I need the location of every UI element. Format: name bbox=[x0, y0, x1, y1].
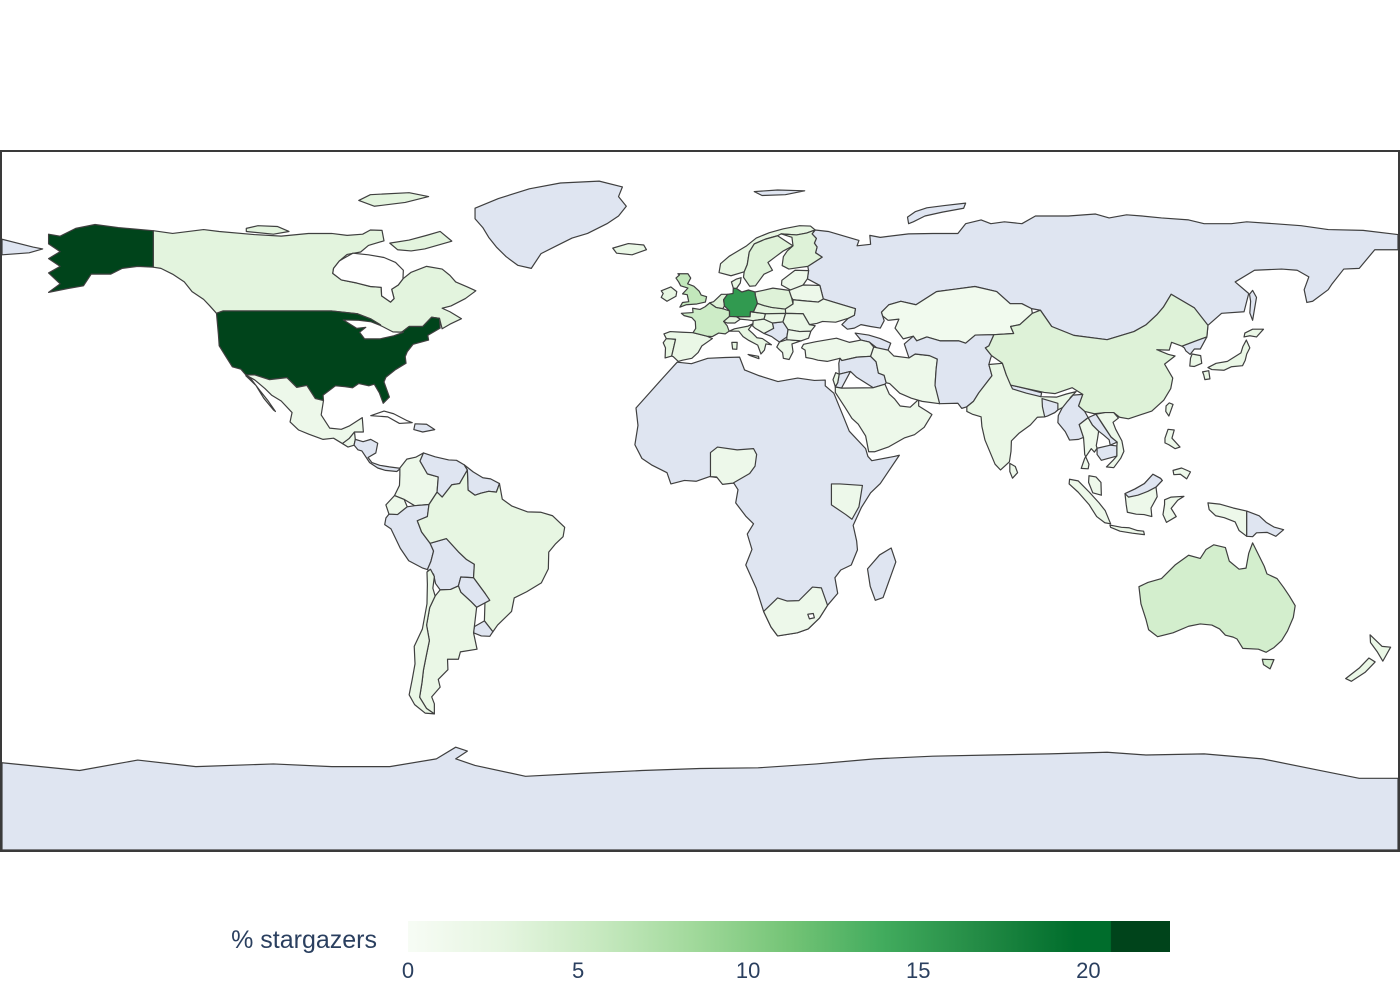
country-china[interactable] bbox=[985, 294, 1208, 419]
country-kenya[interactable] bbox=[831, 484, 862, 519]
country-indonesia[interactable] bbox=[1208, 503, 1247, 536]
country-mexico[interactable] bbox=[246, 375, 363, 444]
country-russia-mongolia[interactable] bbox=[807, 214, 1398, 340]
country-nigeria[interactable] bbox=[710, 447, 756, 484]
country-indonesia[interactable] bbox=[1110, 525, 1145, 535]
colorbar-tick-label: 0 bbox=[401, 958, 415, 983]
country-united-kingdom[interactable] bbox=[676, 274, 707, 307]
country-south-korea[interactable] bbox=[1190, 354, 1202, 366]
country-chukotka[interactable] bbox=[2, 239, 43, 255]
colorbar-tick-label: 5 bbox=[571, 958, 585, 983]
country-north-korea[interactable] bbox=[1182, 337, 1207, 354]
country-greenland[interactable] bbox=[475, 181, 626, 268]
country-canada[interactable] bbox=[246, 226, 289, 234]
country-papua-new-guinea[interactable] bbox=[1247, 511, 1284, 537]
country-russia-mongolia[interactable] bbox=[908, 203, 966, 224]
country-russia-mongolia[interactable] bbox=[1250, 290, 1257, 320]
country-hudson-bay bbox=[333, 253, 404, 302]
country-indonesia[interactable] bbox=[1163, 496, 1184, 522]
country-australia[interactable] bbox=[1262, 659, 1274, 669]
country-japan[interactable] bbox=[1208, 340, 1250, 370]
country-malaysia[interactable] bbox=[1089, 476, 1102, 495]
country-philippines[interactable] bbox=[1165, 429, 1180, 448]
colorbar-title: % stargazers bbox=[231, 926, 377, 954]
country-italy[interactable] bbox=[729, 324, 771, 354]
country-bangladesh[interactable] bbox=[1042, 399, 1058, 417]
country-japan[interactable] bbox=[1203, 371, 1210, 380]
country-sweden[interactable] bbox=[743, 236, 793, 286]
country-south-africa[interactable] bbox=[764, 587, 828, 636]
country-finland[interactable] bbox=[781, 230, 822, 269]
country-spain[interactable] bbox=[664, 332, 712, 362]
country-saudi-arabia[interactable] bbox=[835, 384, 932, 452]
country-canada[interactable] bbox=[390, 231, 452, 250]
country-myanmar[interactable] bbox=[1058, 394, 1088, 440]
country-cambodia[interactable] bbox=[1097, 445, 1117, 460]
world-map-svg[interactable] bbox=[2, 152, 1398, 850]
country-central-america[interactable] bbox=[354, 439, 401, 471]
country-svalbard[interactable] bbox=[754, 190, 804, 195]
country-brazil[interactable] bbox=[417, 470, 564, 632]
country-united-states[interactable] bbox=[49, 224, 154, 292]
colorbar-tick-label: 15 bbox=[906, 958, 931, 983]
country-italy[interactable] bbox=[732, 342, 737, 349]
country-new-zealand[interactable] bbox=[1346, 658, 1376, 681]
country-bulgaria[interactable] bbox=[787, 330, 811, 341]
country-indonesia[interactable] bbox=[1069, 479, 1110, 524]
country-australia[interactable] bbox=[1139, 543, 1295, 652]
country-hispaniola[interactable] bbox=[414, 424, 435, 432]
colorbar-gradient bbox=[408, 921, 1170, 952]
world-map-panel[interactable] bbox=[0, 150, 1400, 852]
country-ireland[interactable] bbox=[661, 287, 677, 301]
country-mexico[interactable] bbox=[246, 376, 276, 412]
country-vietnam[interactable] bbox=[1096, 413, 1124, 468]
country-philippines[interactable] bbox=[1173, 468, 1190, 479]
colorbar-tick-label: 10 bbox=[735, 958, 761, 983]
country-japan[interactable] bbox=[1244, 329, 1263, 337]
colorbar-tick-label: 20 bbox=[1076, 958, 1101, 983]
country-great-lakes bbox=[343, 320, 403, 339]
country-italy[interactable] bbox=[748, 354, 759, 358]
country-africa-most-countries-[interactable] bbox=[635, 357, 899, 636]
country-antarctica[interactable] bbox=[2, 747, 1398, 850]
country-madagascar[interactable] bbox=[868, 548, 896, 600]
country-hungary[interactable] bbox=[764, 313, 786, 323]
country-cuba bbox=[371, 411, 412, 423]
country-new-zealand[interactable] bbox=[1370, 635, 1391, 661]
country-lesotho bbox=[808, 613, 815, 618]
country-taiwan[interactable] bbox=[1166, 403, 1173, 416]
country-denmark[interactable] bbox=[731, 278, 741, 289]
country-iceland[interactable] bbox=[613, 244, 647, 255]
country-chile[interactable] bbox=[409, 569, 435, 714]
country-israel[interactable] bbox=[833, 373, 839, 387]
country-thailand[interactable] bbox=[1079, 418, 1098, 469]
country-north-borneo[interactable] bbox=[1125, 474, 1162, 497]
country-sri-lanka[interactable] bbox=[1010, 463, 1018, 478]
country-greece[interactable] bbox=[777, 340, 801, 360]
country-canada[interactable] bbox=[359, 193, 429, 207]
